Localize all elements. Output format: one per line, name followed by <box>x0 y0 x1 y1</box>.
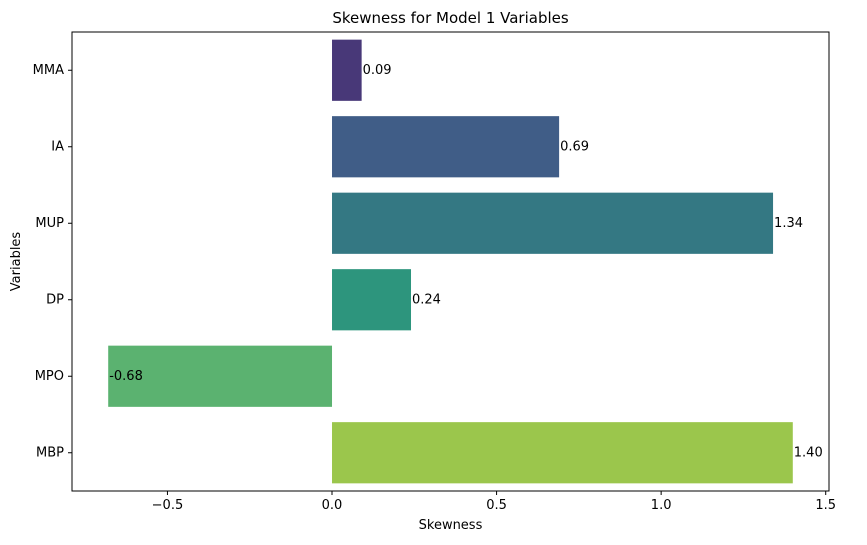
x-axis-label: Skewness <box>419 518 483 533</box>
data-label-mbp: 1.40 <box>794 445 823 460</box>
data-label-dp: 0.24 <box>412 292 441 307</box>
y-tick-labels: MMA IA MUP DP MPO MBP <box>33 63 72 460</box>
data-label-mup: 1.34 <box>774 216 803 231</box>
y-tick-label-mma: MMA <box>33 63 64 78</box>
y-tick-label-mbp: MBP <box>36 445 64 460</box>
bar-mbp <box>332 422 793 484</box>
x-tick-label: 0.5 <box>486 498 507 513</box>
bar-dp <box>332 269 412 331</box>
bar-mup <box>332 192 774 254</box>
x-tick-label: 1.5 <box>815 498 836 513</box>
y-tick-label-mup: MUP <box>35 216 64 231</box>
x-ticks: −0.5 0.0 0.5 1.0 1.5 <box>152 491 836 513</box>
data-label-ia: 0.69 <box>560 139 589 154</box>
x-tick-label: 1.0 <box>651 498 672 513</box>
bar-mpo <box>108 345 333 407</box>
x-tick-label: −0.5 <box>152 498 184 513</box>
bar-mma <box>332 39 362 101</box>
bar-ia <box>332 116 560 178</box>
data-label-mma: 0.09 <box>363 63 392 78</box>
plot-frame <box>71 31 830 492</box>
data-labels: 0.09 0.69 1.34 0.24 -0.68 1.40 <box>109 63 823 461</box>
y-axis-label: Variables <box>9 232 24 292</box>
y-tick-label-dp: DP <box>46 292 64 307</box>
y-tick-label-mpo: MPO <box>35 369 64 384</box>
bars-group <box>108 39 793 484</box>
data-label-mpo: -0.68 <box>109 369 143 384</box>
x-tick-label: 0.0 <box>322 498 343 513</box>
chart-title: Skewness for Model 1 Variables <box>332 9 569 27</box>
y-tick-label-ia: IA <box>51 139 64 154</box>
